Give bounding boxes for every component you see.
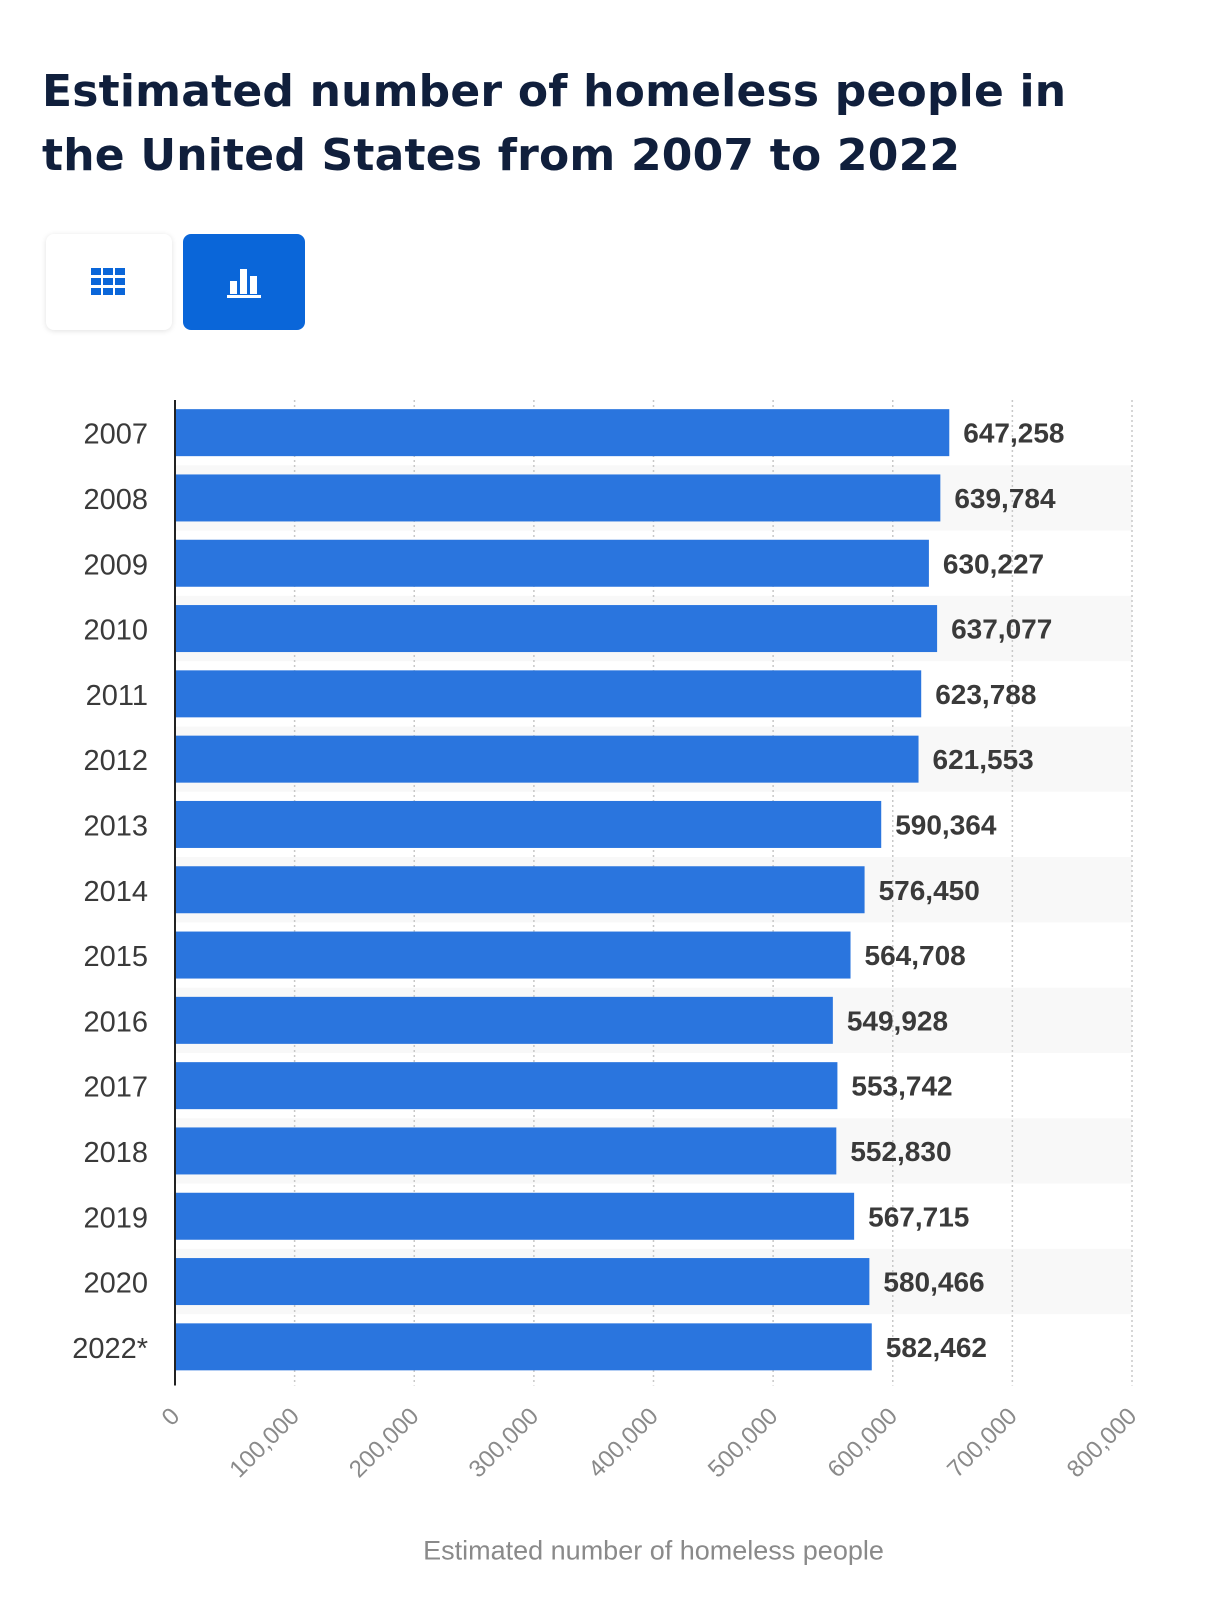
value-label: 621,553 [933, 744, 1034, 775]
bar [176, 866, 865, 914]
category-label: 2016 [83, 1006, 148, 1038]
value-label: 630,227 [943, 548, 1044, 579]
bars [176, 409, 950, 1371]
chart-view-button[interactable] [183, 234, 305, 330]
x-tick-label: 700,000 [942, 1403, 1022, 1483]
value-label: 552,830 [850, 1136, 951, 1167]
bar [176, 735, 919, 783]
category-label: 2017 [83, 1072, 148, 1104]
chart-title: Estimated number of homeless people in t… [42, 66, 1067, 181]
bar [176, 605, 938, 653]
category-label: 2008 [83, 484, 148, 516]
category-label: 2011 [86, 680, 148, 712]
bar [176, 1062, 838, 1110]
bar [176, 409, 950, 457]
x-tick-label: 400,000 [583, 1403, 663, 1483]
y-axis-labels: 2007 2008 2009 2010 2011 2012 2013 2014 2015 2016… [72, 419, 148, 1365]
bar [176, 670, 922, 718]
value-label: 590,364 [895, 809, 997, 840]
table-view-button[interactable] [46, 234, 172, 330]
category-label: 2015 [83, 941, 148, 973]
category-label: 2012 [83, 745, 148, 777]
category-label: 2007 [83, 419, 148, 451]
value-label: 580,466 [883, 1267, 984, 1298]
category-label: 2020 [83, 1268, 148, 1300]
x-axis-title: Estimated number of homeless people [423, 1536, 884, 1566]
value-label: 564,708 [865, 940, 966, 971]
x-tick-label: 200,000 [344, 1403, 424, 1483]
value-labels: 647,258 639,784 630,227 637,077 623,788 621,5… [847, 418, 1065, 1363]
category-label: 2014 [83, 876, 148, 908]
value-label: 623,788 [935, 679, 1036, 710]
category-label: 2022* [72, 1333, 148, 1365]
category-label: 2018 [83, 1137, 148, 1169]
bar [176, 1323, 872, 1371]
value-label: 553,742 [851, 1071, 952, 1102]
bar [176, 931, 851, 979]
x-tick-label: 800,000 [1062, 1403, 1142, 1483]
x-tick-label: 0 [157, 1403, 186, 1432]
bar [176, 800, 882, 848]
value-label: 567,715 [868, 1201, 969, 1232]
category-label: 2010 [83, 615, 148, 647]
category-label: 2013 [83, 810, 148, 842]
bar-chart: 2007 2008 2009 2010 2011 2012 2013 2014 2015 2016… [72, 400, 1143, 1566]
value-label: 549,928 [847, 1005, 948, 1036]
bar [176, 474, 941, 522]
value-label: 639,784 [954, 483, 1056, 514]
x-tick-label: 300,000 [464, 1403, 544, 1483]
value-label: 637,077 [951, 614, 1052, 645]
x-axis-tick-labels: 0 100,000 200,000 300,000 400,000 500,000 600,… [157, 1403, 1143, 1483]
bar-chart-icon [227, 269, 261, 298]
bar [176, 1258, 870, 1306]
value-label: 647,258 [963, 418, 1064, 449]
x-tick-label: 600,000 [823, 1403, 903, 1483]
x-tick-label: 100,000 [224, 1403, 304, 1483]
bar [176, 539, 929, 587]
category-label: 2009 [83, 549, 148, 581]
value-label: 582,462 [886, 1332, 987, 1363]
chart-area: 2007 2008 2009 2010 2011 2012 2013 2014 2015 2016… [0, 380, 1210, 1600]
table-grid-icon [91, 268, 125, 295]
value-label: 576,450 [879, 875, 980, 906]
category-label: 2019 [83, 1202, 148, 1234]
bar [176, 996, 833, 1044]
bar [176, 1192, 855, 1240]
bar [176, 1127, 837, 1175]
x-tick-label: 500,000 [703, 1403, 783, 1483]
